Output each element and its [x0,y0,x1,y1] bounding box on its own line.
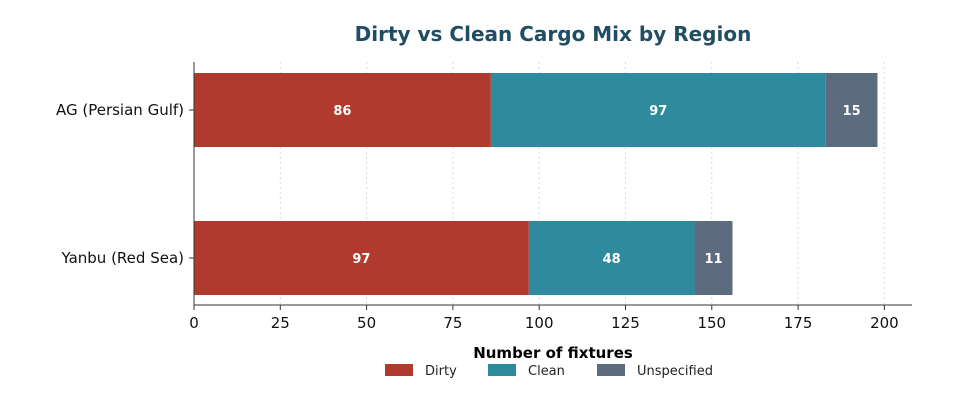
x-axis-label: Number of fixtures [473,344,633,362]
legend-label-dirty: Dirty [425,364,457,379]
legend: Dirty Clean Unspecified [385,364,713,379]
bar-value-label: 15 [843,104,861,119]
x-tick-label: 25 [271,314,290,332]
x-tick-label: 100 [525,314,554,332]
bar-dirty-1 [194,221,529,295]
bar-unspecified-0 [825,73,878,147]
bar-value-label: 86 [333,104,351,119]
legend-swatch-clean [488,364,516,376]
bar-unspecified-1 [694,221,733,295]
x-ticks: 0 25 50 75 100 125 150 175 200 [189,305,899,332]
x-tick-label: 175 [784,314,813,332]
bar-clean-0 [490,73,826,147]
category-label: Yanbu (Red Sea) [60,249,184,267]
bar-value-label: 97 [352,252,370,267]
legend-label-clean: Clean [528,364,565,379]
chart-title: Dirty vs Clean Cargo Mix by Region [355,22,752,46]
category-label: AG (Persian Gulf) [56,101,184,119]
bar-dirty-0 [194,73,491,147]
x-tick-label: 200 [870,314,899,332]
legend-label-unspecified: Unspecified [637,364,713,379]
bars: 86 97 15 97 48 11 [194,73,878,295]
legend-swatch-dirty [385,364,413,376]
y-category-labels: AG (Persian Gulf) Yanbu (Red Sea) [56,101,194,267]
bar-value-label: 11 [704,252,722,267]
x-tick-label: 125 [611,314,640,332]
x-tick-label: 0 [189,314,199,332]
axes [193,62,912,306]
bar-value-label: 48 [603,252,621,267]
bar-value-label: 97 [649,104,667,119]
bar-clean-1 [528,221,695,295]
x-tick-label: 75 [443,314,462,332]
x-tick-label: 150 [697,314,726,332]
x-tick-label: 50 [357,314,376,332]
legend-swatch-unspecified [597,364,625,376]
